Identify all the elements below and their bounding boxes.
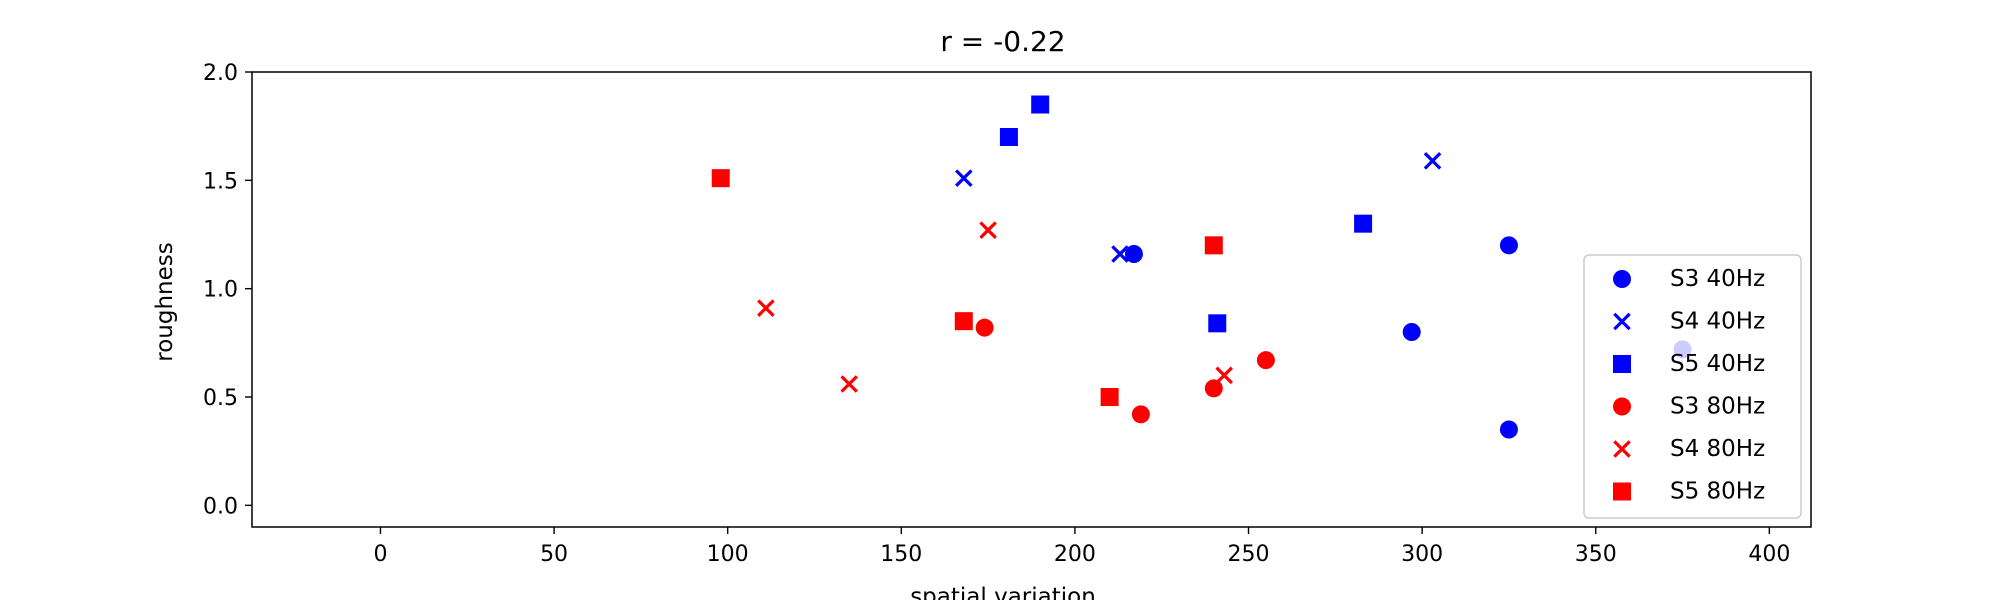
legend-label: S3 80Hz — [1670, 394, 1765, 420]
legend-label: S5 40Hz — [1670, 351, 1765, 377]
data-point — [975, 318, 994, 337]
x-tick-label: 150 — [880, 542, 922, 567]
data-point — [1204, 236, 1223, 255]
x-tick-label: 300 — [1401, 542, 1443, 567]
data-point — [1215, 366, 1233, 385]
legend: S3 40Hz S4 40Hz S5 40Hz S3 80Hz S4 80Hz S5 80… — [1583, 254, 1802, 519]
x-tick-label: 100 — [707, 542, 749, 567]
x-tick-label: 400 — [1748, 542, 1790, 567]
x-tick-label: 0 — [373, 542, 387, 567]
data-point — [955, 169, 973, 187]
data-point — [1100, 388, 1119, 406]
data-point — [1124, 245, 1143, 263]
plot-frame — [251, 71, 1812, 528]
y-axis: 0.0 0.5 1.0 1.5 2.0 — [203, 61, 252, 519]
y-tick-label: 1.0 — [203, 278, 238, 303]
x-tick-label: 250 — [1228, 542, 1270, 567]
data-point — [1031, 95, 1050, 114]
legend-label: S5 80Hz — [1670, 479, 1765, 505]
data-point — [1256, 351, 1275, 370]
x-axis: 0 50 100 150 200 250 300 350 400 — [373, 527, 1790, 567]
x-tick-label: 200 — [1054, 542, 1096, 567]
legend-label: S4 80Hz — [1670, 436, 1765, 462]
y-tick-label: 1.5 — [203, 169, 238, 194]
data-points — [711, 95, 1692, 439]
data-point — [757, 299, 775, 317]
data-point — [999, 128, 1018, 146]
data-point — [711, 169, 730, 188]
legend-marker — [1613, 270, 1631, 288]
data-point — [1423, 152, 1442, 170]
legend-marker — [1613, 397, 1631, 416]
data-point — [1499, 236, 1518, 255]
legend-marker — [1613, 355, 1631, 373]
legend-marker — [1613, 482, 1631, 501]
y-tick-label: 0.0 — [203, 494, 238, 519]
data-point — [1354, 214, 1373, 233]
y-tick-label: 2.0 — [203, 61, 238, 86]
legend-marker — [1613, 440, 1631, 458]
legend-label: S4 40Hz — [1670, 309, 1765, 335]
chart-title: r = -0.22 — [940, 25, 1065, 58]
y-axis-label: roughness — [152, 242, 178, 361]
y-tick-label: 0.5 — [203, 386, 238, 411]
data-point — [1499, 420, 1518, 439]
x-tick-label: 350 — [1575, 542, 1617, 567]
data-point — [1131, 405, 1150, 424]
x-axis-label: spatial variation — [910, 584, 1096, 600]
data-point — [1204, 379, 1223, 398]
legend-label: S3 40Hz — [1670, 266, 1765, 292]
data-point — [979, 221, 997, 239]
data-point — [840, 375, 858, 393]
x-tick-label: 50 — [540, 542, 568, 567]
data-point — [954, 312, 973, 331]
data-point — [1402, 323, 1421, 341]
plot-area — [251, 71, 1812, 528]
legend-box — [1583, 254, 1802, 519]
data-point — [1208, 314, 1227, 333]
data-point — [1111, 245, 1129, 263]
legend-marker — [1613, 312, 1631, 331]
